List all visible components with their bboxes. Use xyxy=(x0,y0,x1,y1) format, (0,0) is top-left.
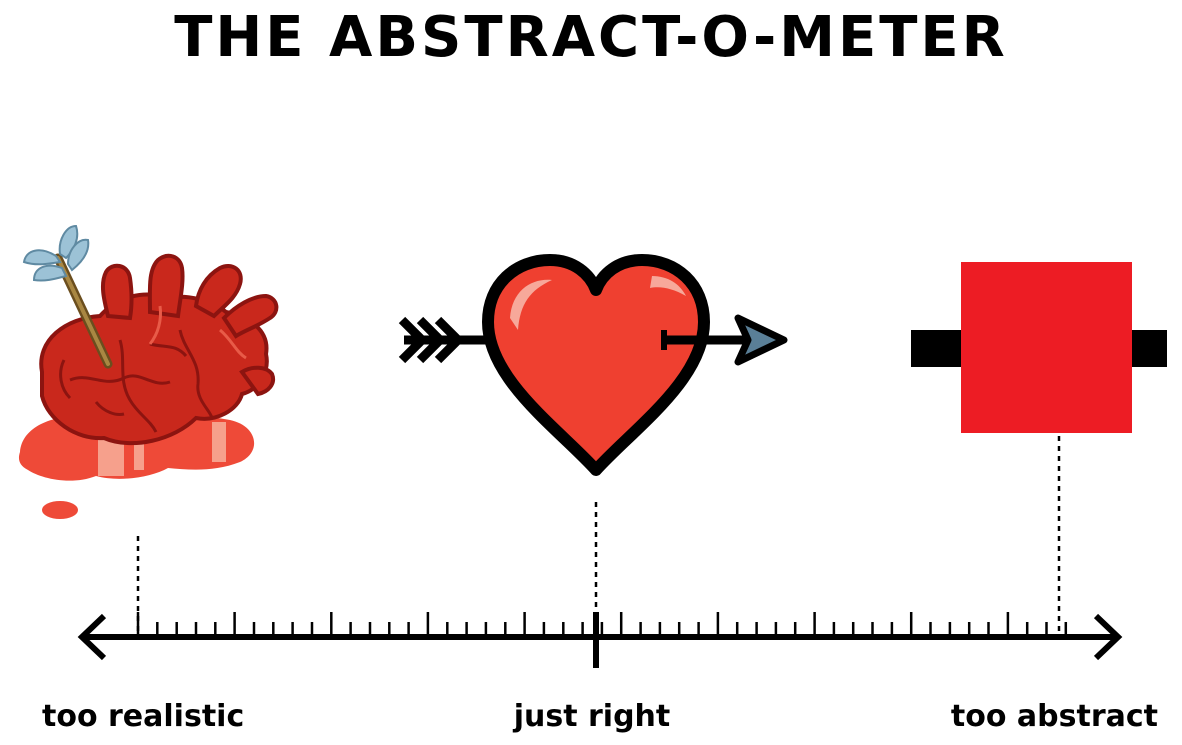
label-too-abstract: too abstract xyxy=(951,697,1158,737)
cartoon-heart-with-arrow-icon xyxy=(402,260,784,470)
vessel-far-right xyxy=(224,296,276,336)
anatomical-heart-with-arrow-icon xyxy=(19,226,276,519)
scale-ticks xyxy=(138,612,1066,637)
label-too-realistic: too realistic xyxy=(42,697,244,737)
aorta xyxy=(150,256,183,316)
arrow-head xyxy=(738,318,784,362)
blood-drop xyxy=(42,501,78,519)
red-square xyxy=(961,262,1132,433)
arrow-feathers xyxy=(24,226,88,281)
scale-axis xyxy=(82,612,1118,668)
label-just-right: just right xyxy=(440,697,744,737)
vessel-left xyxy=(103,266,132,318)
red-square-with-bars-icon xyxy=(911,262,1167,433)
left-bar xyxy=(911,330,965,367)
